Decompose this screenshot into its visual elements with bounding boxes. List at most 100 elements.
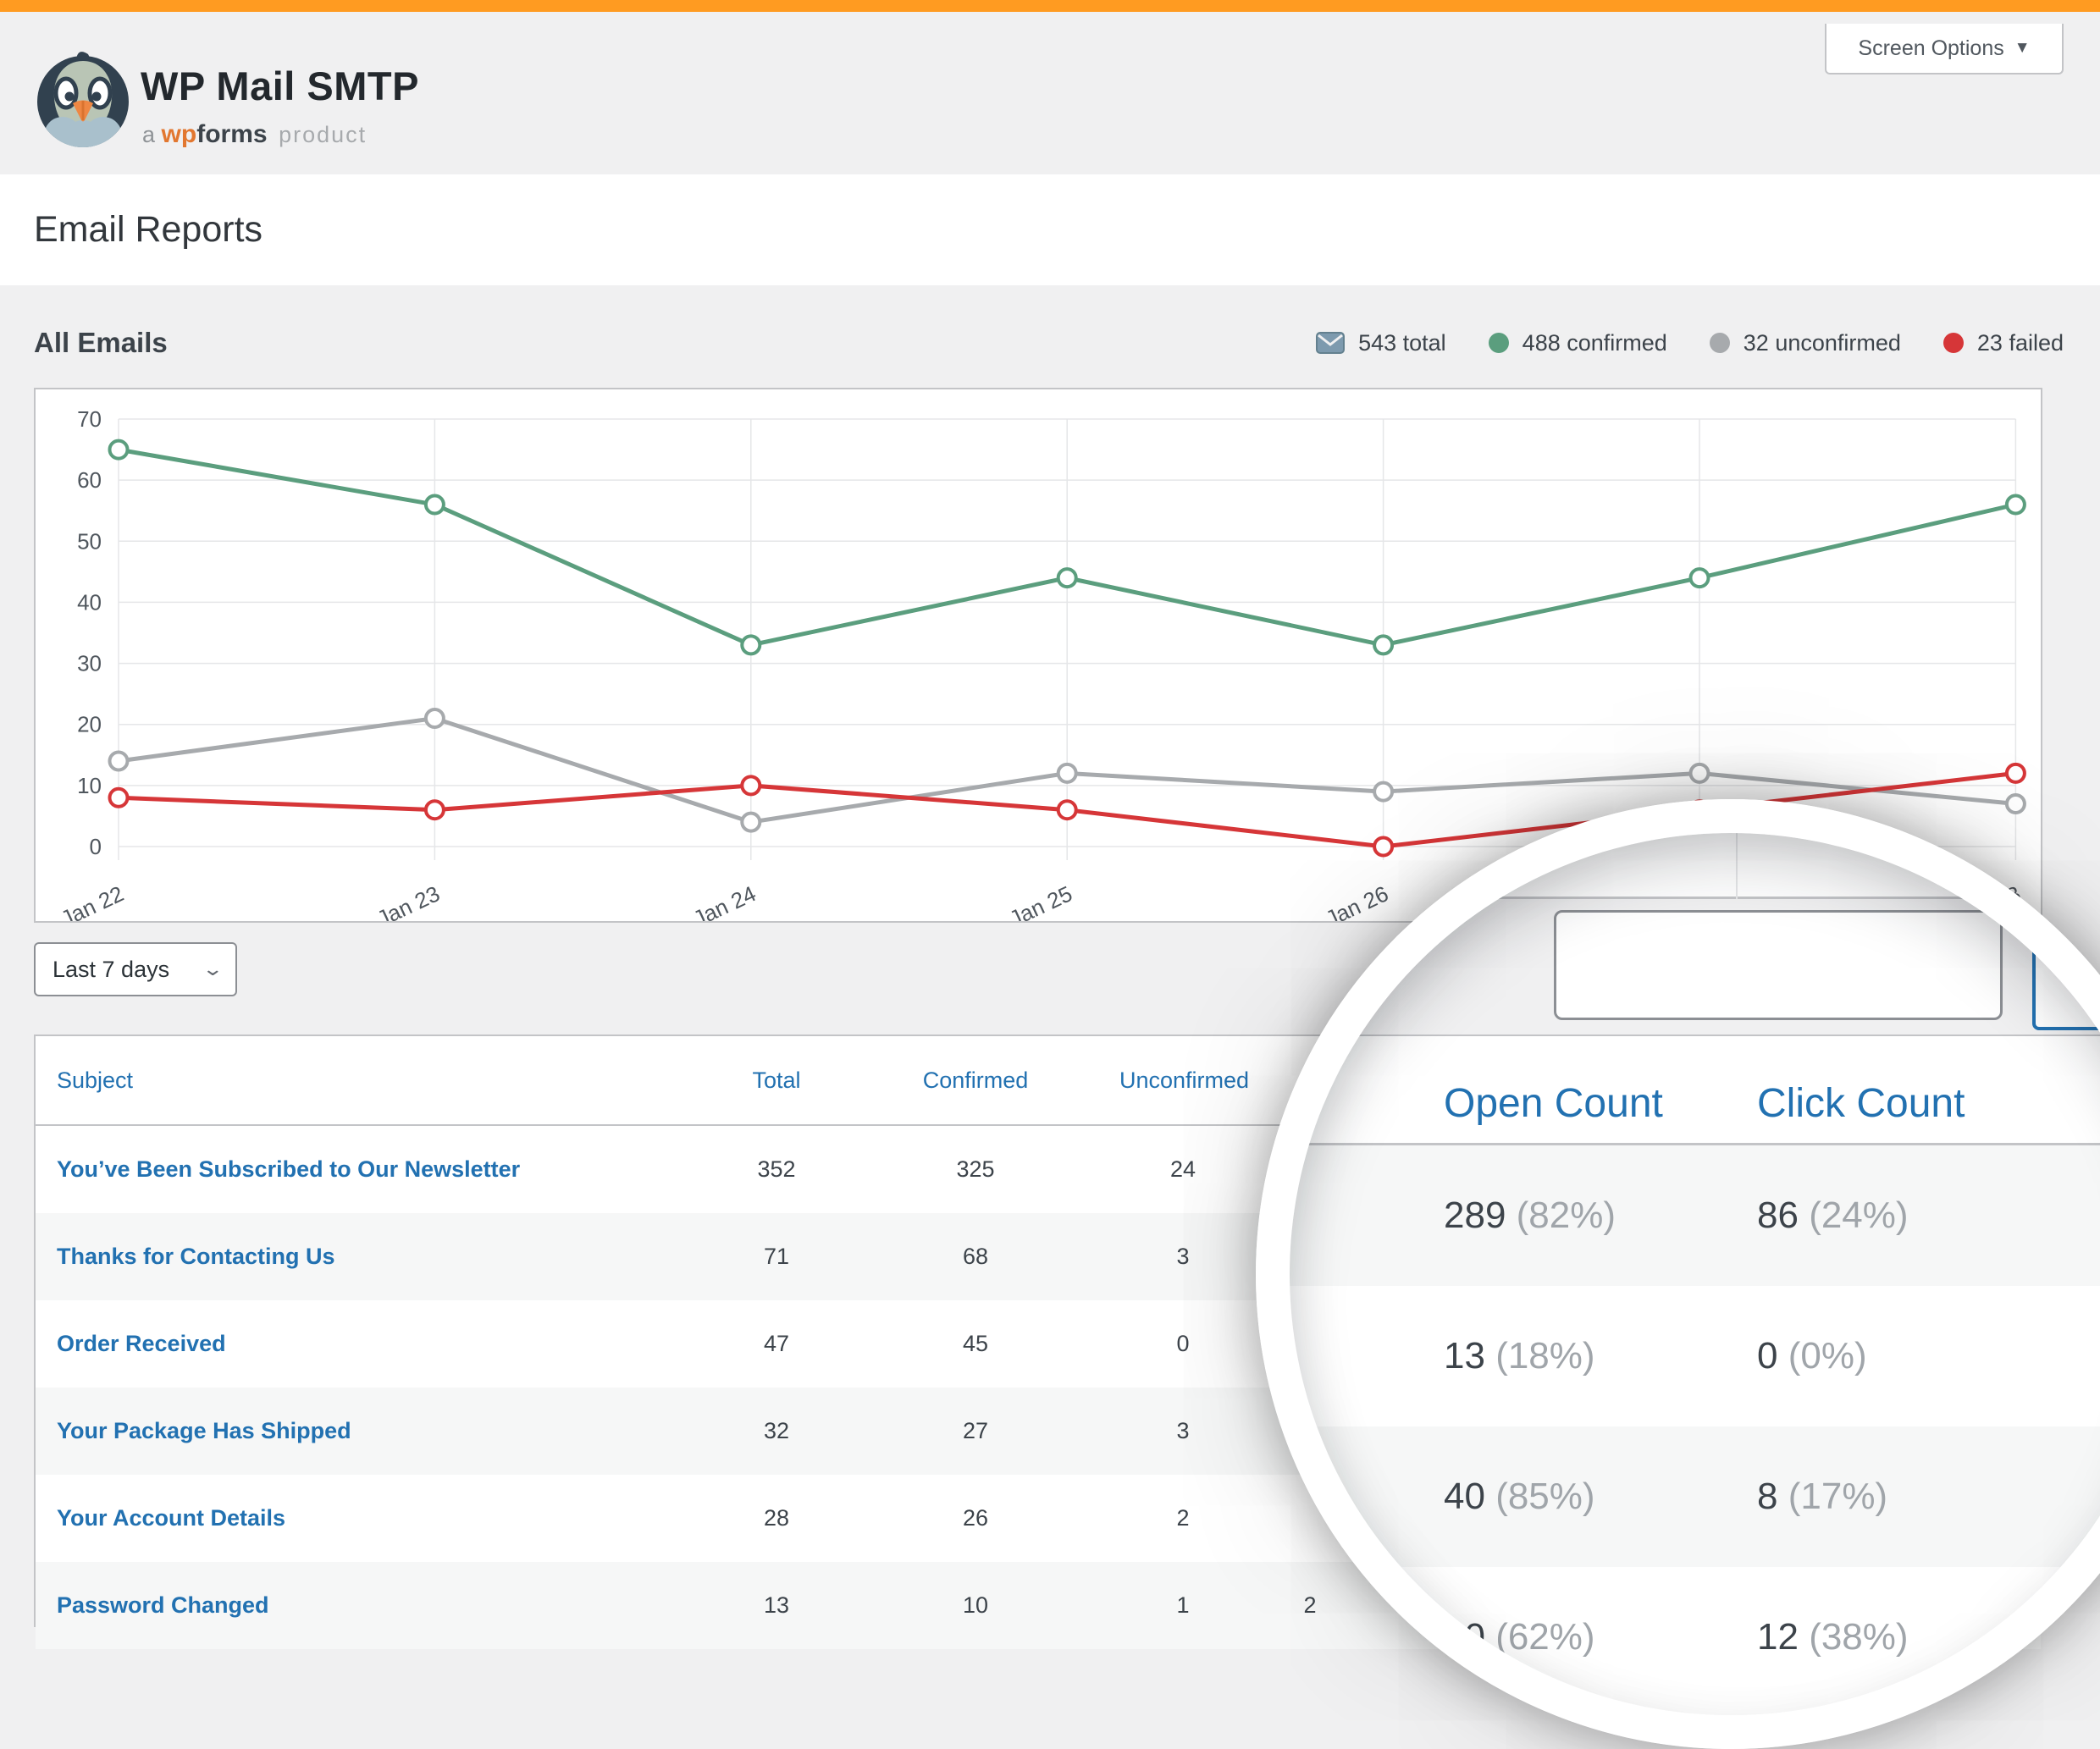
legend-label-unconfirmed: 32 unconfirmed	[1743, 329, 1901, 356]
unconfirmed-value: 3	[1176, 1418, 1190, 1443]
top-accent-bar	[0, 0, 2100, 12]
column-header-open-count[interactable]: Open Count	[1444, 1081, 1663, 1126]
section-title: All Emails	[34, 327, 168, 358]
click-count-value: 0	[1757, 1335, 1778, 1377]
column-header-confirmed[interactable]: Confirmed	[922, 1067, 1029, 1093]
unconfirmed-value: 1	[1176, 1592, 1190, 1618]
svg-text:40: 40	[77, 589, 102, 615]
unconfirmed-value: 2	[1176, 1505, 1190, 1531]
click-count-value: 86	[1757, 1195, 1799, 1236]
table-row: Order Received 47 45 0	[36, 1300, 2041, 1388]
table-row: Your Account Details 28 26 2	[36, 1475, 2041, 1562]
svg-text:30: 30	[77, 651, 102, 676]
tagline-wp: wp	[161, 120, 197, 148]
tagline-prefix: a	[142, 122, 156, 147]
wp-mail-smtp-pigeon-logo	[37, 52, 129, 147]
chevron-down-icon: ▼	[2014, 39, 2031, 57]
subject-link[interactable]: Your Account Details	[57, 1505, 286, 1531]
total-value: 71	[763, 1244, 790, 1269]
column-header-subject[interactable]: Subject	[57, 1067, 134, 1093]
svg-text:0: 0	[90, 834, 102, 859]
tagline-product: product	[279, 122, 368, 147]
search-button[interactable]	[2032, 919, 2100, 1030]
open-count-pct: (62%)	[1495, 1616, 1595, 1658]
failed-dot-icon	[1942, 333, 1964, 353]
screen-options-button[interactable]: Screen Options ▼	[1825, 24, 2064, 74]
subject-link[interactable]: Your Package Has Shipped	[57, 1418, 351, 1443]
click-count-pct: (38%)	[1809, 1616, 1909, 1658]
table-header-row: Subject Total Confirmed Unconfirmed	[36, 1036, 2041, 1126]
unconfirmed-value: 3	[1176, 1244, 1190, 1269]
total-value: 47	[763, 1331, 790, 1356]
magnifier-lens-content: Open Count Click Count 289 (82%) 86 (24%…	[1290, 833, 2100, 1715]
click-count-value: 8	[1757, 1476, 1778, 1517]
magnifier-lens: Open Count Click Count 289 (82%) 86 (24%…	[1256, 799, 2100, 1749]
legend-item-unconfirmed: 32 unconfirmed	[1709, 329, 1901, 356]
click-count-value: 12	[1757, 1616, 1799, 1658]
legend-label-failed: 23 failed	[1976, 329, 2064, 356]
svg-text:Jan 23: Jan 23	[373, 880, 443, 921]
magnified-row: 289 (82%) 86 (24%)	[1290, 1145, 2100, 1286]
magnified-gridline	[1736, 833, 1738, 899]
click-count-pct: (17%)	[1788, 1476, 1888, 1517]
confirmed-value: 45	[962, 1331, 989, 1356]
svg-text:20: 20	[77, 712, 102, 737]
date-range-select[interactable]: Last 7 days ⌄	[34, 942, 237, 996]
search-input[interactable]	[1554, 910, 2003, 1020]
click-count-pct: (0%)	[1788, 1335, 1867, 1377]
date-range-value: Last 7 days	[52, 956, 170, 982]
open-count-value: 20	[1444, 1616, 1485, 1658]
app-title: WP Mail SMTP	[141, 63, 419, 108]
open-count-pct: (82%)	[1516, 1195, 1616, 1236]
column-header-total[interactable]: Total	[752, 1067, 801, 1093]
unconfirmed-value: 24	[1169, 1156, 1196, 1182]
svg-text:70: 70	[77, 406, 102, 432]
total-value: 32	[763, 1418, 790, 1443]
svg-text:Jan 24: Jan 24	[689, 880, 760, 921]
subject-link[interactable]: You’ve Been Subscribed to Our Newsletter	[57, 1156, 521, 1182]
unconfirmed-value: 0	[1176, 1331, 1190, 1356]
all-emails-section-header: All Emails 543 total 488 confirmed 32 un…	[34, 313, 2064, 372]
subject-link[interactable]: Thanks for Contacting Us	[57, 1244, 335, 1269]
open-count-pct: (18%)	[1495, 1335, 1595, 1377]
svg-text:Jan 25: Jan 25	[1005, 880, 1075, 921]
svg-text:10: 10	[77, 773, 102, 798]
legend-label-total: 543 total	[1358, 329, 1446, 356]
brand-tagline: a wpforms product	[142, 120, 367, 149]
subject-link[interactable]: Order Received	[57, 1331, 226, 1356]
tagline-forms: forms	[196, 120, 268, 148]
svg-text:50: 50	[77, 528, 102, 554]
magnified-row: 40 (85%) 8 (17%)	[1290, 1426, 2100, 1567]
confirmed-value: 68	[962, 1244, 989, 1269]
open-count-value: 13	[1444, 1335, 1485, 1377]
magnified-row: 20 (62%) 12 (38%)	[1290, 1567, 2100, 1708]
magnified-table: Open Count Click Count 289 (82%) 86 (24%…	[1290, 1035, 2100, 1715]
header-divider	[1290, 1143, 2100, 1145]
plugin-header: WP Mail SMTP a wpforms product Screen Op…	[0, 12, 2100, 174]
click-count-pct: (24%)	[1809, 1195, 1909, 1236]
screen-options-label: Screen Options	[1858, 36, 2004, 60]
magnified-row: 13 (18%) 0 (0%)	[1290, 1286, 2100, 1426]
legend-item-failed: 23 failed	[1942, 329, 2064, 356]
page-title: Email Reports	[34, 209, 263, 250]
svg-text:Jan 22: Jan 22	[57, 880, 127, 921]
table-row: You’ve Been Subscribed to Our Newsletter…	[36, 1126, 2041, 1213]
chevron-down-icon: ⌄	[201, 958, 224, 979]
subject-link[interactable]: Password Changed	[57, 1592, 269, 1618]
column-header-unconfirmed[interactable]: Unconfirmed	[1119, 1067, 1250, 1093]
envelope-icon	[1316, 332, 1346, 354]
chart-legend: 543 total 488 confirmed 32 unconfirmed 2…	[1316, 330, 2064, 356]
unconfirmed-dot-icon	[1709, 333, 1730, 353]
open-count-pct: (85%)	[1495, 1476, 1595, 1517]
legend-label-confirmed: 488 confirmed	[1522, 329, 1667, 356]
open-count-value: 40	[1444, 1476, 1485, 1517]
confirmed-value: 26	[962, 1505, 989, 1531]
svg-text:60: 60	[77, 467, 102, 493]
column-header-click-count[interactable]: Click Count	[1757, 1081, 1965, 1126]
open-count-value: 289	[1444, 1195, 1506, 1236]
confirmed-dot-icon	[1488, 333, 1509, 353]
confirmed-value: 27	[962, 1418, 989, 1443]
magnified-chart-edge	[1290, 833, 2100, 899]
page-title-band: Email Reports	[0, 174, 2100, 285]
total-value: 13	[763, 1592, 790, 1618]
